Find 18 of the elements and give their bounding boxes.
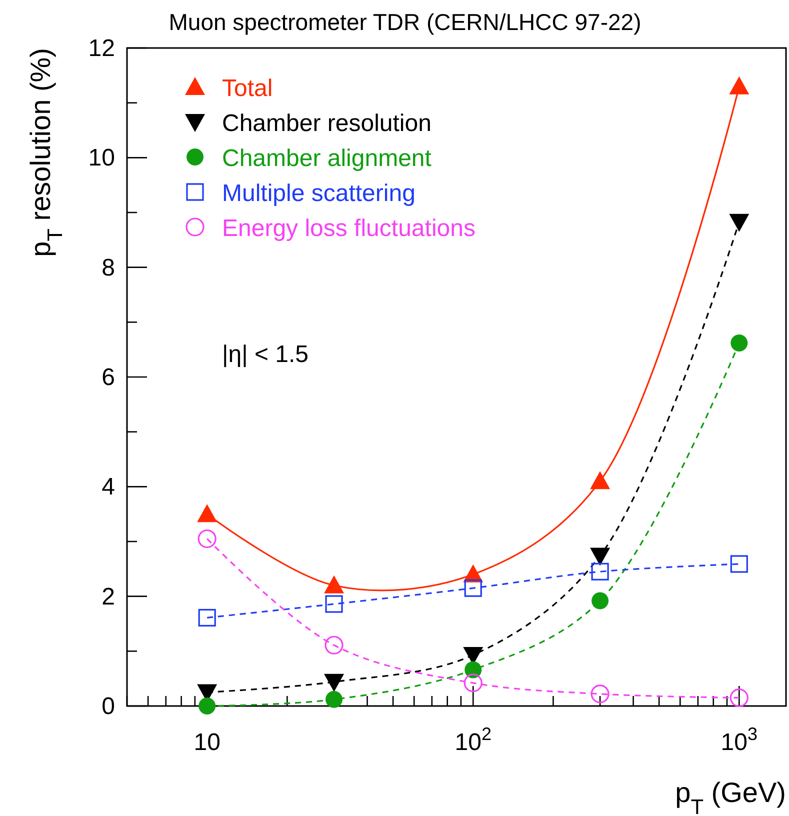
annotation: |η| < 1.5 [222,341,309,368]
y-tick-label: 6 [102,364,115,391]
legend-label: Chamber alignment [222,145,432,172]
x-tick-label: 10$^{2}$ [454,724,492,756]
x-axis-title: p$_{T}$ (GeV) [675,777,786,816]
legend-label: Chamber resolution [222,110,432,137]
x-tick-label: 10 [194,729,220,756]
y-tick-label: 8 [102,254,115,282]
chart-title: Muon spectrometer TDR (CERN/LHCC 97-22) [168,9,642,35]
legend-label: Energy loss fluctuations [222,215,476,242]
legend-label: Total [222,75,273,102]
y-tick-label: 10 [88,144,115,172]
y-tick-label: 4 [102,474,115,501]
legend-label: Multiple scattering [222,180,416,207]
y-tick-label: 0 [102,693,115,720]
y-tick-label: 12 [88,35,115,62]
y-tick-label: 2 [102,583,115,610]
x-tick-label: 10$^{3}$ [720,724,758,756]
